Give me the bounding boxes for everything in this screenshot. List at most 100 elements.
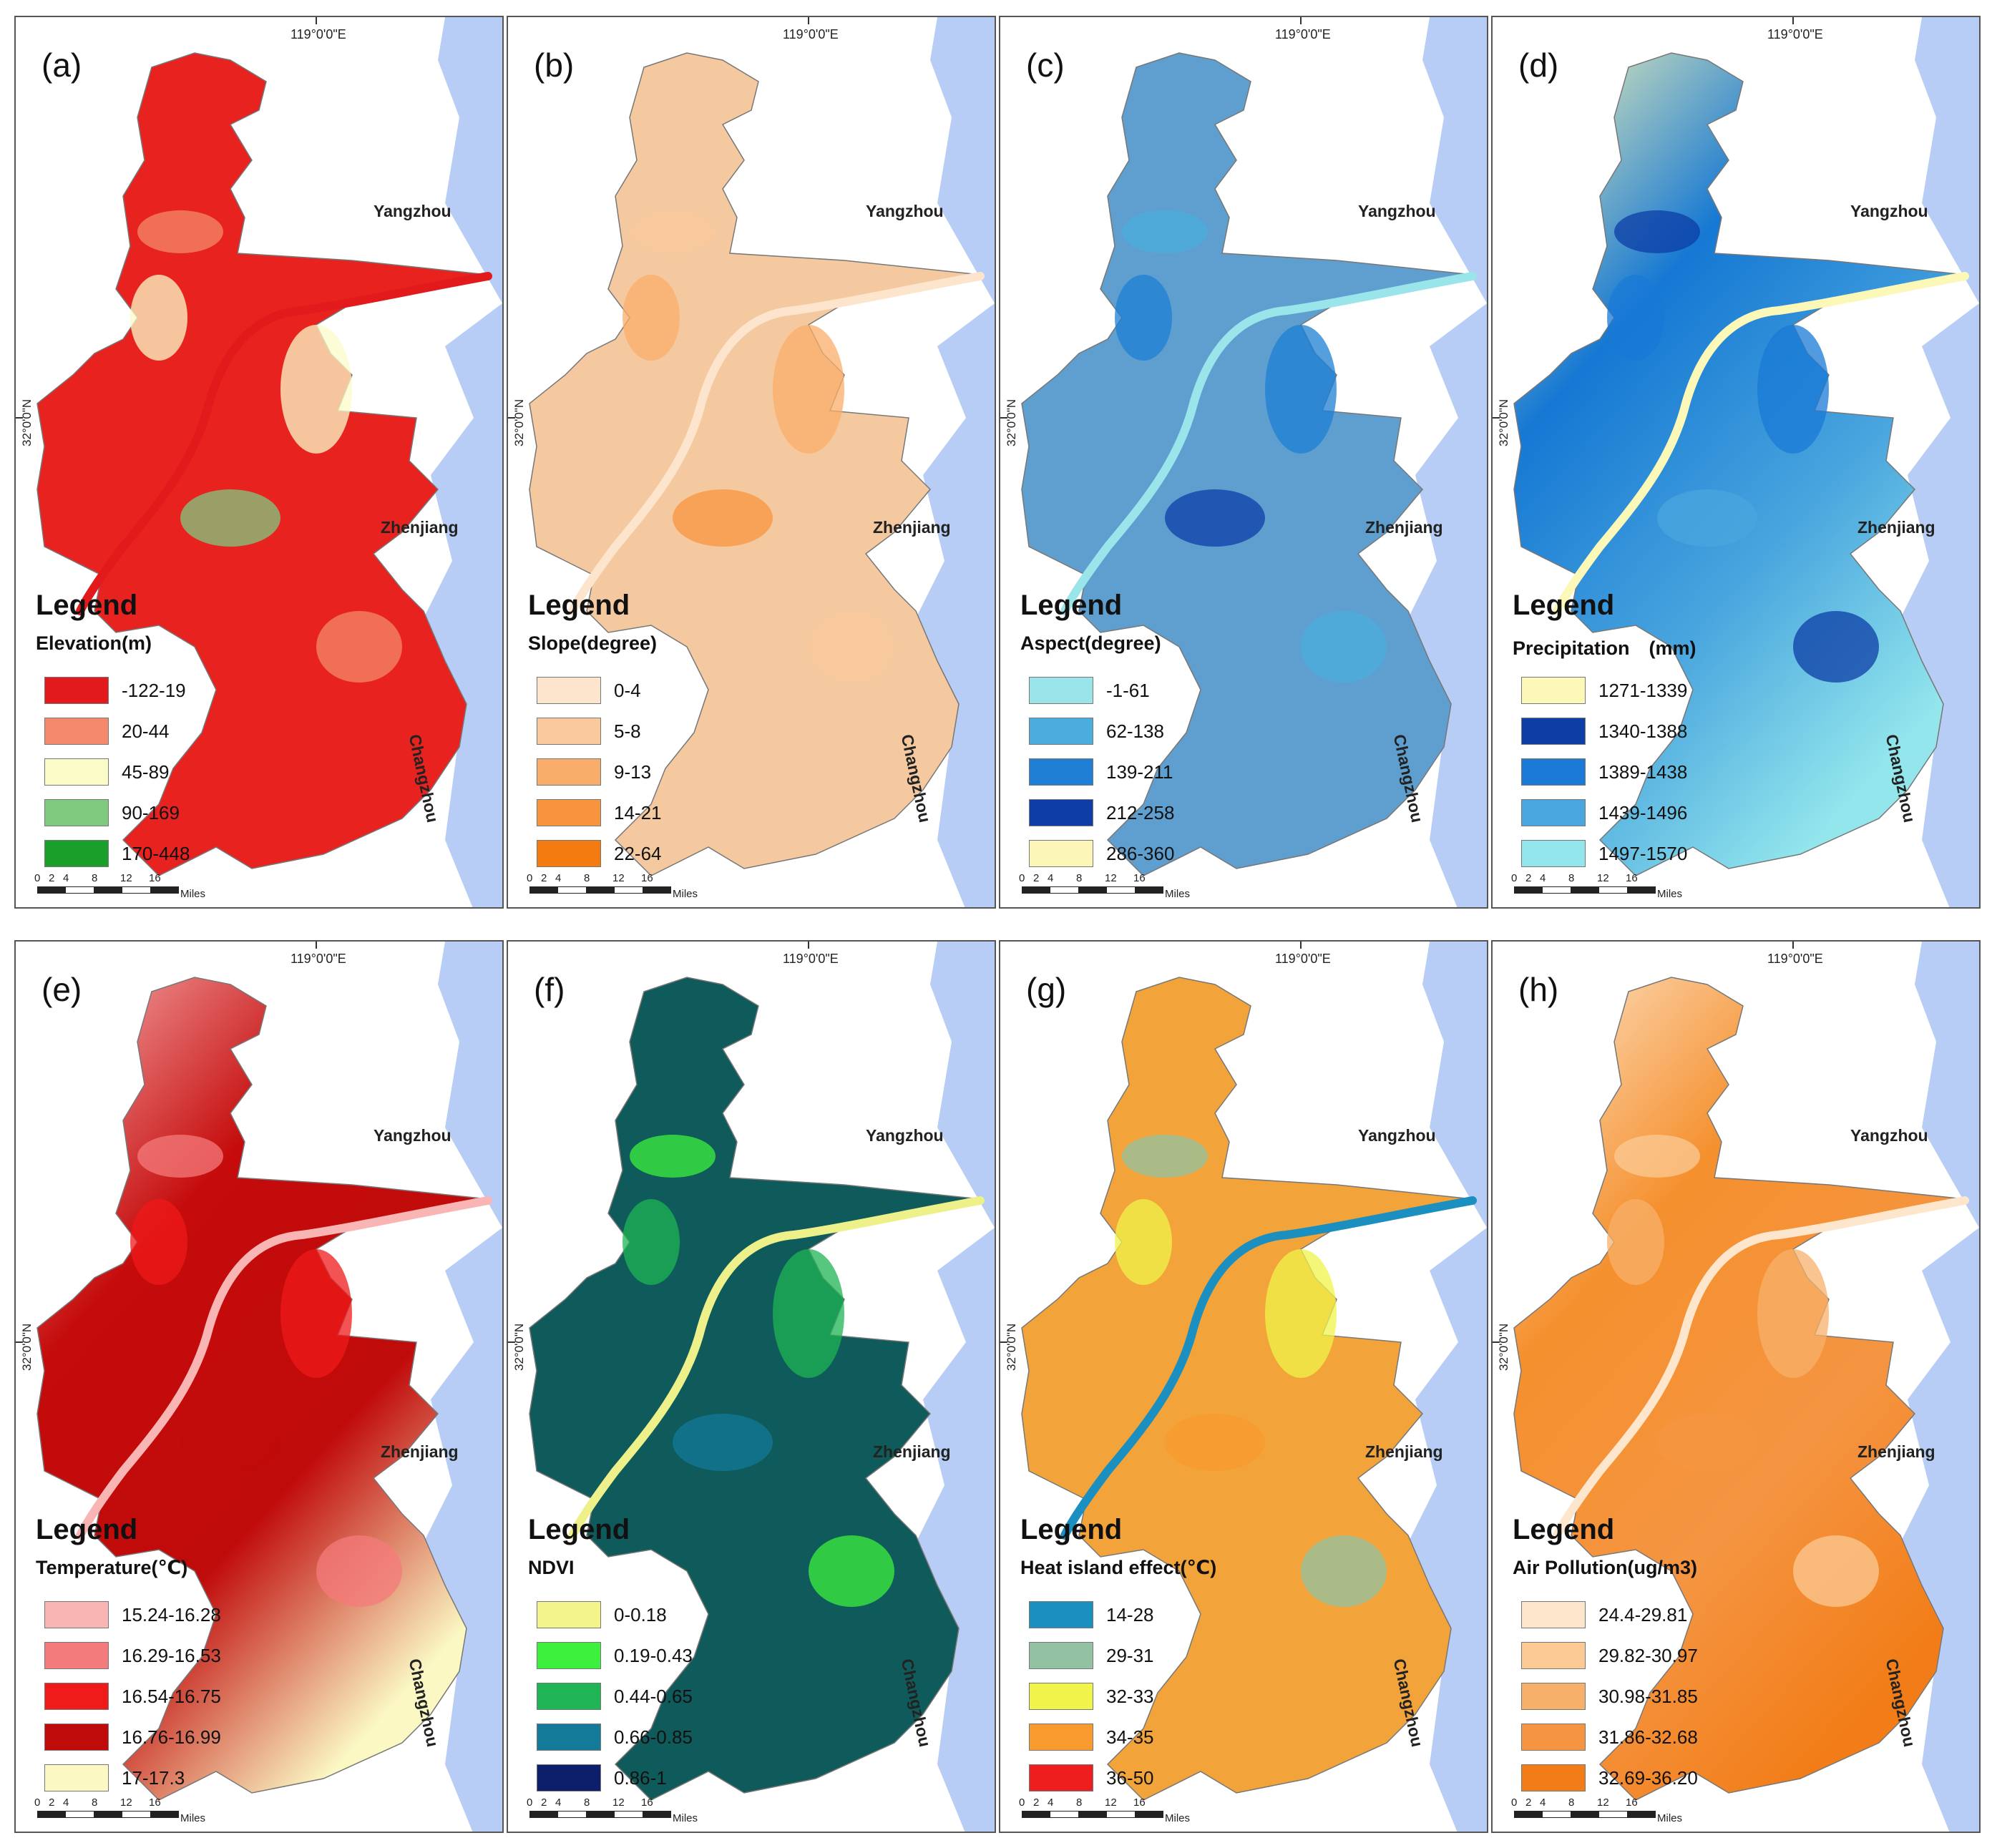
latitude-label: 32°0'0"N	[1005, 399, 1018, 446]
legend-swatch	[1521, 1764, 1586, 1791]
scale-tick-label: 8	[1568, 1796, 1575, 1809]
class-patch	[316, 611, 402, 683]
legend-item: 16.29-16.53	[44, 1641, 221, 1671]
legend-item: 90-169	[44, 798, 180, 828]
panel-label: (a)	[42, 47, 82, 84]
legend-swatch	[44, 1724, 109, 1751]
legend-swatch	[1029, 1764, 1093, 1791]
scale-segment	[1022, 887, 1051, 893]
legend-item: 0.19-0.43	[537, 1641, 693, 1671]
legend-swatch	[1029, 799, 1093, 826]
class-patch	[280, 325, 352, 454]
legend-heading: Legend	[1020, 1514, 1123, 1545]
scale-tick-label: 2	[1525, 1796, 1532, 1809]
map-panel-c: (c) 119°0'0"E 32°0'0"N Yangzhou Zhenjiang Cha…	[999, 16, 1488, 909]
legend-class-label: 45-89	[122, 761, 170, 783]
class-patch	[1301, 1535, 1387, 1607]
scale-unit-label: Miles	[1165, 1812, 1191, 1824]
legend-class-label: 1439-1496	[1598, 801, 1688, 823]
legend-class-label: 17-17.3	[122, 1766, 185, 1789]
map-panel-a: (a) 119°0'0"E 32°0'0"N Yangzhou Zhenjiang Cha…	[14, 16, 504, 909]
scale-tick-label: 8	[1076, 1796, 1083, 1809]
legend-swatch	[1521, 840, 1586, 867]
scale-segment	[1134, 887, 1163, 893]
yangtze-river	[568, 272, 985, 615]
panel-label: (b)	[534, 47, 575, 84]
legend-class-label: 0.19-0.43	[614, 1644, 693, 1666]
yangtze-river	[76, 1196, 492, 1540]
scale-tick-label: 16	[641, 872, 653, 884]
legend-subtitle: Precipitation (mm)	[1513, 637, 1696, 659]
legend-class-label: 1389-1438	[1598, 761, 1688, 783]
scale-segment	[94, 1812, 122, 1817]
class-patch	[1657, 1414, 1757, 1471]
class-patch	[673, 489, 773, 547]
longitude-label: 119°0'0"E	[1767, 27, 1823, 41]
legend-swatch	[1521, 758, 1586, 786]
city-label-yangzhou: Yangzhou	[866, 1126, 944, 1145]
city-label-yangzhou: Yangzhou	[1850, 1126, 1928, 1145]
class-patch	[1265, 325, 1337, 454]
legend-class-label: 24.4-29.81	[1598, 1603, 1688, 1625]
class-patch	[773, 1249, 844, 1378]
class-patch	[280, 1249, 352, 1378]
map-canvas	[508, 942, 995, 1832]
scale-tick-label: 4	[1540, 872, 1546, 884]
legend-swatch	[1029, 677, 1093, 704]
legend-heading: Legend	[36, 590, 138, 621]
legend-item: 16.76-16.99	[44, 1722, 221, 1752]
scale-segment	[530, 1812, 559, 1817]
scale-bar-graphic	[1022, 886, 1163, 894]
map-panel-h: (h) 119°0'0"E 32°0'0"N Yangzhou Zhenjiang Cha…	[1491, 940, 1981, 1833]
legend-item: 0-4	[537, 675, 641, 705]
legend-swatch	[44, 1764, 109, 1791]
scale-tick-label: 4	[555, 872, 562, 884]
map-panel-f: (f) 119°0'0"E 32°0'0"N Yangzhou Zhenjiang Cha…	[507, 940, 996, 1833]
latitude-label: 32°0'0"N	[1497, 1323, 1510, 1371]
class-patch	[1614, 1135, 1700, 1178]
legend-item: 17-17.3	[44, 1763, 185, 1793]
legend-item: 1389-1438	[1521, 757, 1687, 787]
legend-class-label: 212-258	[1106, 801, 1175, 823]
legend-class-label: 62-138	[1106, 720, 1164, 742]
legend-subtitle: Air Pollution(ug/m3)	[1513, 1557, 1697, 1578]
legend-class-label: 9-13	[614, 761, 652, 783]
legend-class-label: 0.44-0.65	[614, 1685, 693, 1707]
scale-tick-labels: 0 2 4 8 12 16	[34, 1796, 179, 1811]
scale-bar-graphic	[529, 886, 671, 894]
legend-item: 32.69-36.20	[1521, 1763, 1698, 1793]
scale-bar: 0 2 4 8 12 16 Miles	[34, 872, 205, 900]
scale-tick-labels: 0 2 4 8 12 16	[34, 872, 179, 886]
class-patch	[1165, 489, 1265, 547]
scale-tick-label: 2	[1033, 1796, 1040, 1809]
class-patch	[130, 1199, 187, 1285]
legend-class-label: 0-0.18	[614, 1603, 667, 1625]
legend-swatch	[1029, 1642, 1093, 1669]
scale-bar: 0 2 4 8 12 16 Miles	[1511, 1796, 1682, 1824]
legend-swatch	[1029, 840, 1093, 867]
legend-class-label: 29-31	[1106, 1644, 1154, 1666]
scale-unit-label: Miles	[180, 1812, 206, 1824]
legend-item: 32-33	[1029, 1681, 1154, 1711]
city-label-yangzhou: Yangzhou	[1358, 202, 1436, 220]
scale-segment	[1626, 887, 1656, 893]
legend-item: 0-0.18	[537, 1600, 667, 1630]
legend-swatch	[44, 1683, 109, 1710]
legend-swatch	[1029, 718, 1093, 745]
scale-tick-label: 2	[541, 872, 547, 884]
class-patch	[1793, 611, 1879, 683]
scale-tick-label: 8	[1568, 872, 1575, 884]
scale-tick-labels: 0 2 4 8 12 16	[1511, 872, 1656, 886]
water-body	[416, 942, 502, 1832]
class-patch	[773, 325, 844, 454]
scale-bar-graphic	[1514, 886, 1656, 894]
legend-item: 286-360	[1029, 839, 1174, 869]
scale-segment	[558, 1812, 587, 1817]
legend-item: 1340-1388	[1521, 716, 1687, 746]
class-patch	[180, 1414, 280, 1471]
legend-class-label: 14-21	[614, 801, 662, 823]
scale-tick-label: 16	[149, 1796, 161, 1809]
water-body	[1401, 17, 1487, 907]
longitude-label: 119°0'0"E	[1275, 952, 1331, 966]
latitude-label: 32°0'0"N	[1005, 1323, 1018, 1371]
